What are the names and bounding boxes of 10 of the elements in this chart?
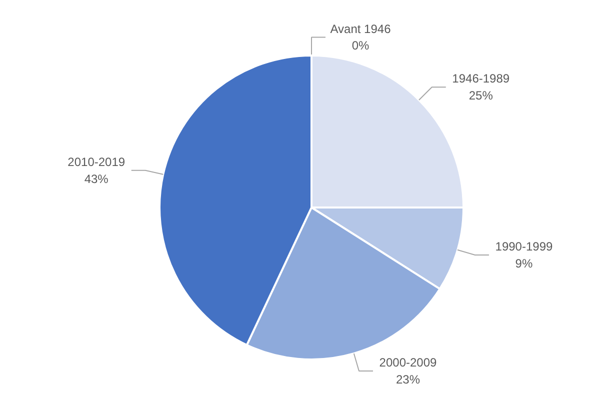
data-label: 43% xyxy=(84,172,109,186)
data-label: 9% xyxy=(515,256,533,270)
slice-label: 2000-2009 xyxy=(379,356,438,370)
text: 0% xyxy=(352,38,370,53)
slice-label: 2010-2019 xyxy=(68,154,126,169)
data-label: 25% xyxy=(468,88,494,103)
data-label: 23% xyxy=(396,372,420,386)
slice-label: 1946-1989 xyxy=(452,72,510,86)
category-label: Avant 1946 xyxy=(330,22,391,36)
slice-label: 1990-1999 xyxy=(495,240,553,254)
